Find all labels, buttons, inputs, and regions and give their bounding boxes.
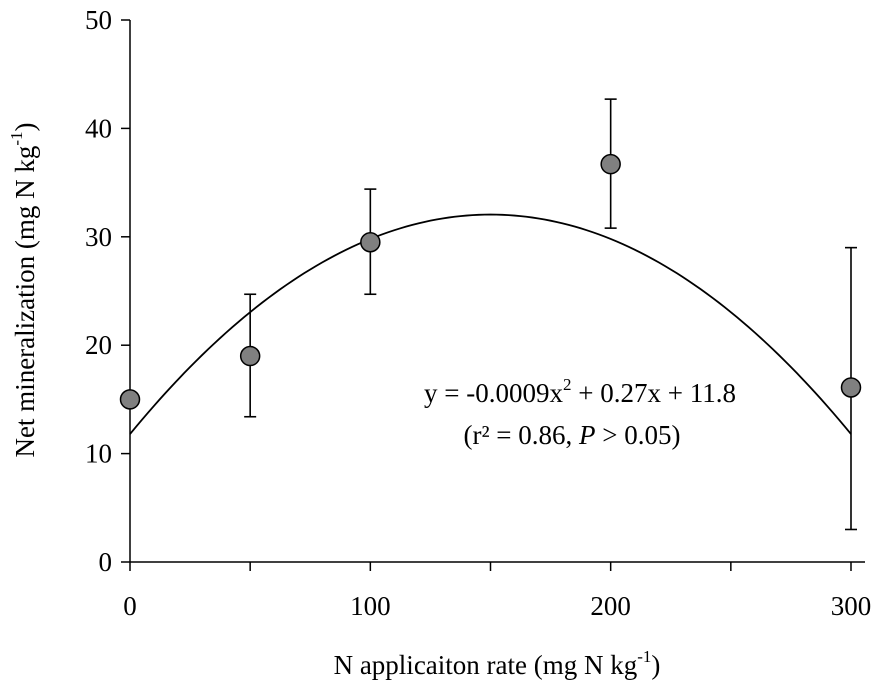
y-tick-label: 0 xyxy=(99,547,113,577)
data-point xyxy=(600,153,621,175)
x-tick-label: 300 xyxy=(831,591,872,621)
y-tick-label: 10 xyxy=(85,439,112,469)
y-tick-label: 40 xyxy=(85,113,112,143)
x-tick-label: 100 xyxy=(350,591,391,621)
y-tick-label: 50 xyxy=(85,5,112,35)
data-point xyxy=(360,231,381,253)
y-ticks: 0 10 20 30 40 50 xyxy=(85,5,130,577)
y-tick-label: 20 xyxy=(85,330,112,360)
error-bars xyxy=(244,98,857,531)
x-tick-label: 200 xyxy=(590,591,631,621)
x-ticks: 0 100 200 300 xyxy=(123,562,871,621)
equation-line-2: (r² = 0.86, P > 0.05) xyxy=(463,420,680,450)
x-axis-title: N applicaiton rate (mg N kg-1) xyxy=(334,647,661,680)
y-axis: 0 10 20 30 40 50 xyxy=(85,5,131,577)
data-point xyxy=(239,345,261,367)
data-points xyxy=(119,153,862,410)
x-axis: 0 100 200 300 xyxy=(123,561,871,621)
y-axis-title: Net mineralization (mg N kg-1) xyxy=(7,122,40,457)
y-tick-label: 30 xyxy=(85,222,112,252)
data-point xyxy=(119,389,141,410)
x-tick-label: 0 xyxy=(123,591,137,621)
equation-line-1: y = -0.0009x2 + 0.27x + 11.8 xyxy=(424,375,736,408)
data-point xyxy=(840,377,862,398)
